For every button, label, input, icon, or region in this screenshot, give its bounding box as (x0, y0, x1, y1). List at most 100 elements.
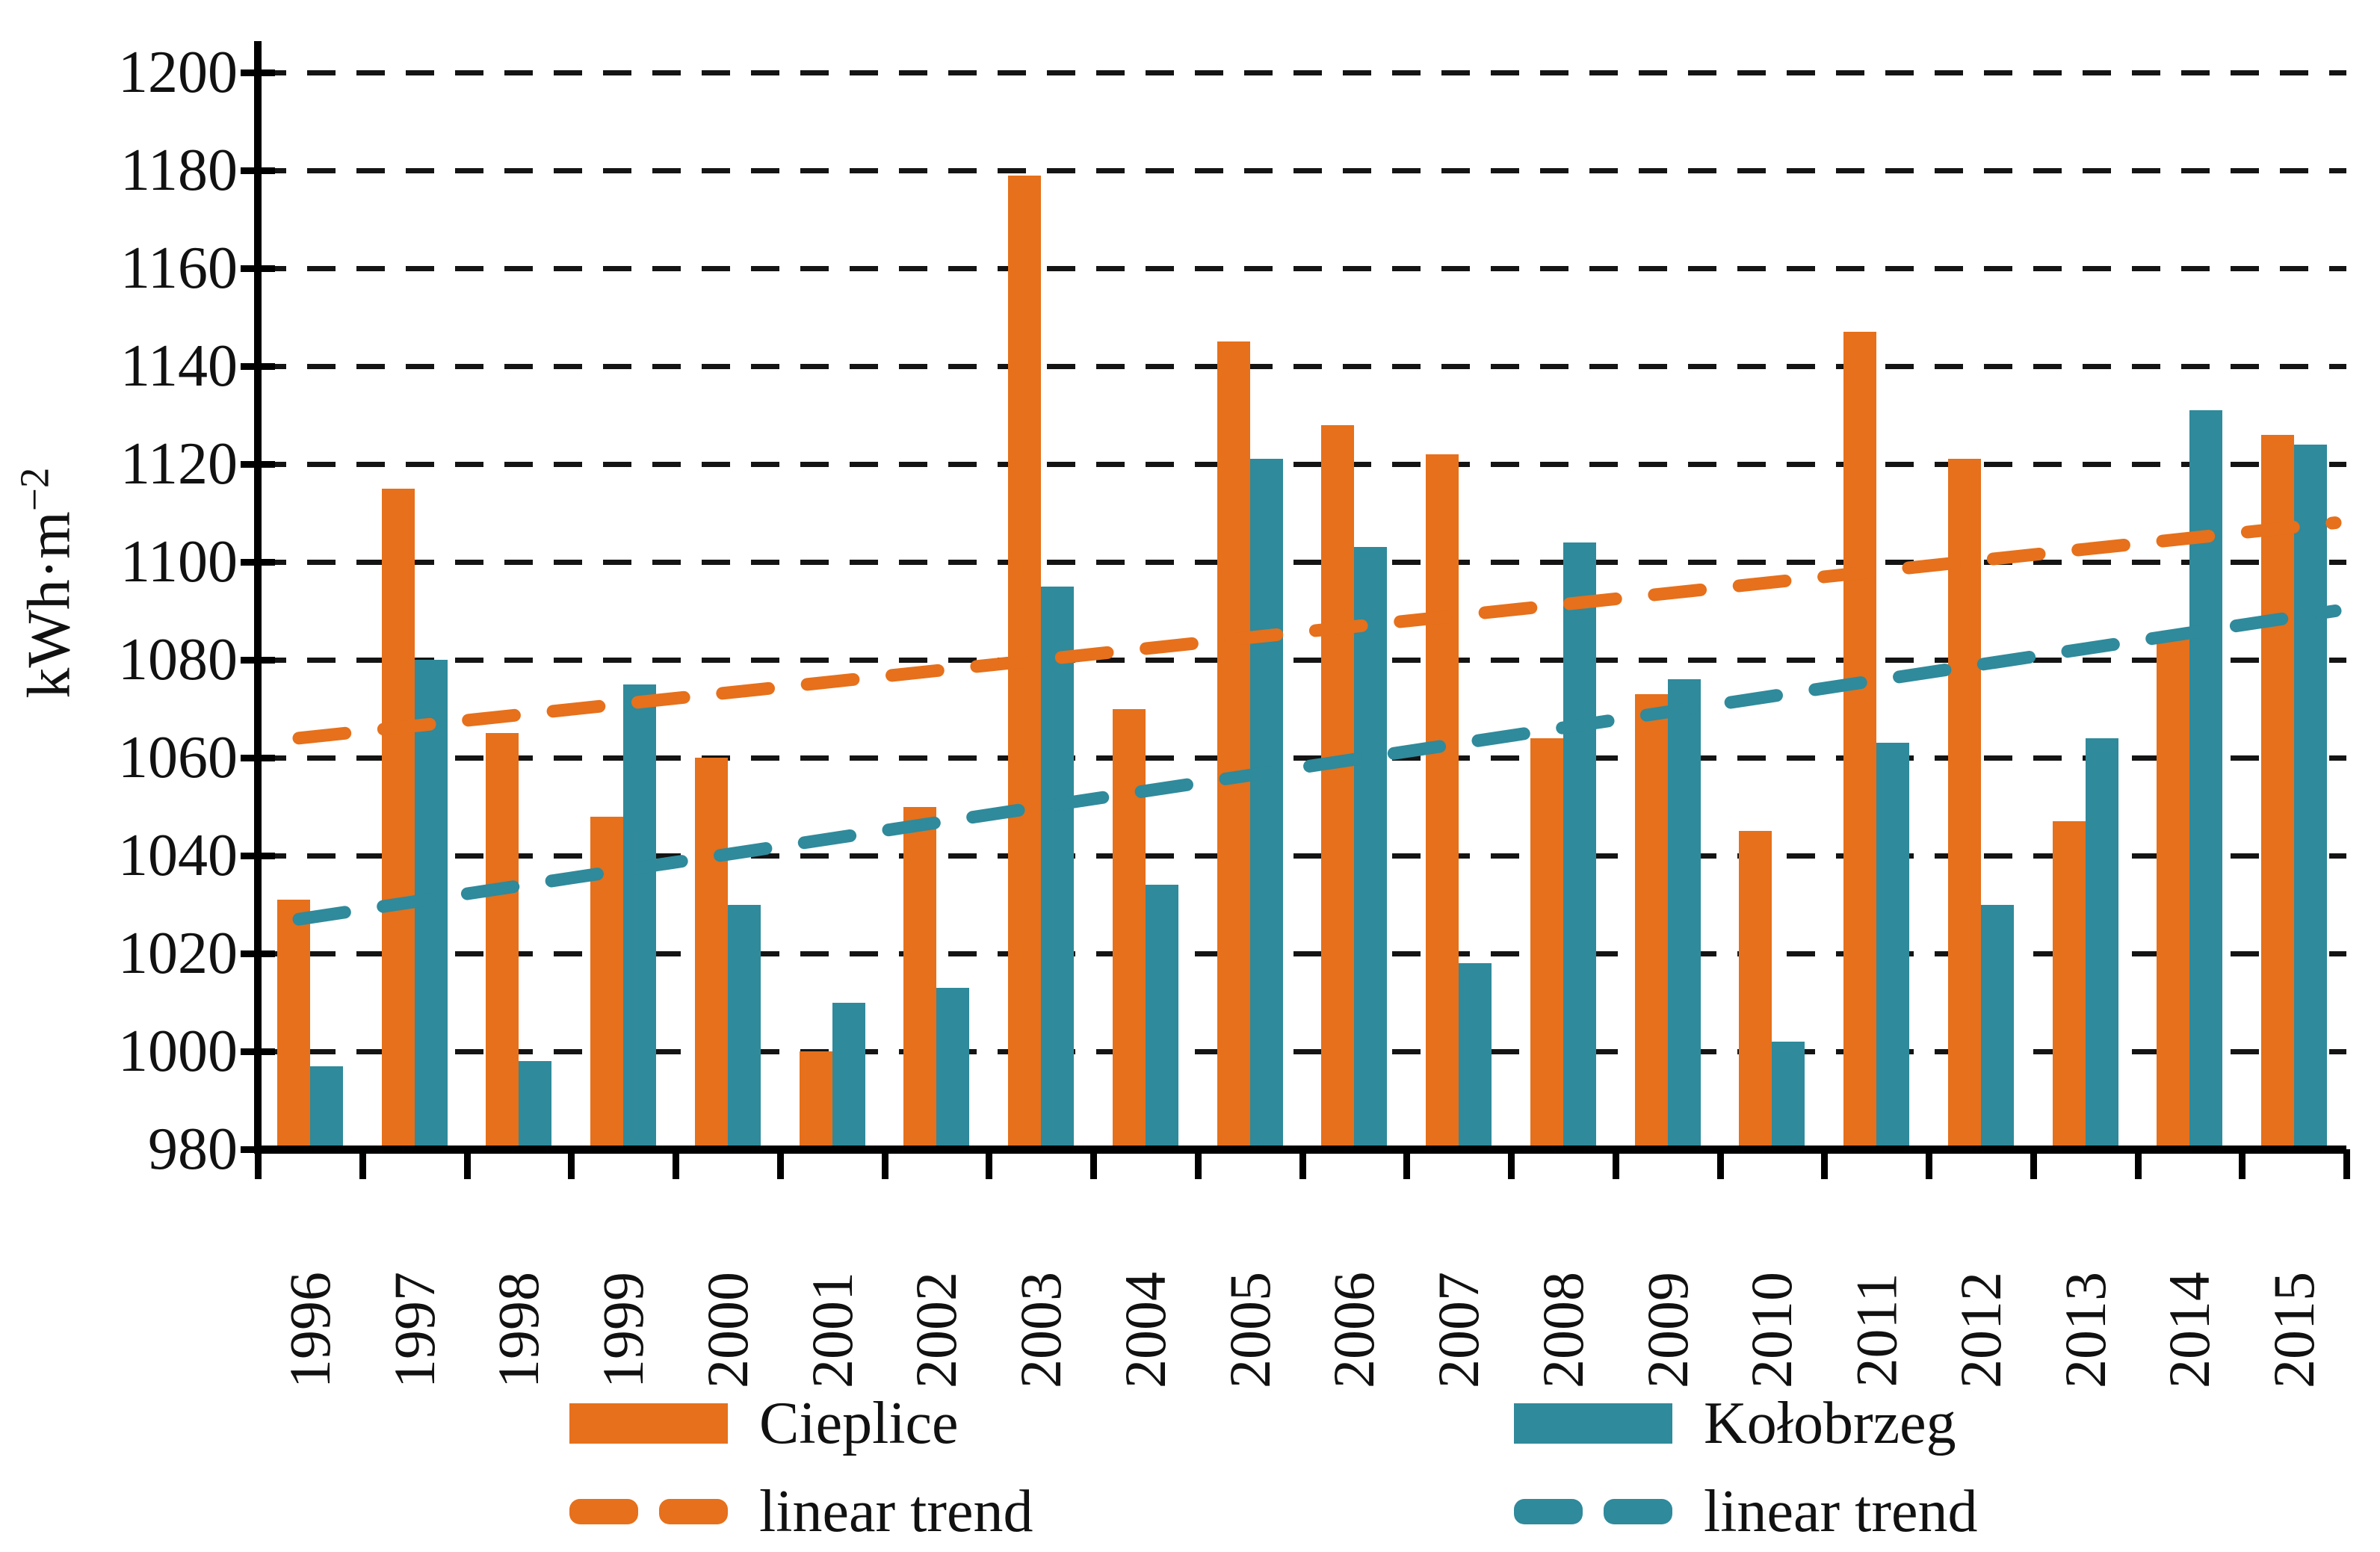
x-tick-text-2013: 2013 (2052, 1272, 2118, 1388)
bar-kołobrzeg-2002 (936, 987, 970, 1149)
bar-cieplice-2002 (903, 806, 937, 1149)
x-tick-text-2007: 2007 (1426, 1272, 1492, 1388)
x-tick-label-2009: 2009 (1616, 1188, 1720, 1397)
x-tick-label-2014: 2014 (2137, 1188, 2242, 1397)
bar-cieplice-2006 (1321, 424, 1355, 1149)
bar-kołobrzeg-2008 (1563, 542, 1596, 1149)
x-axis-tick-2 (463, 1149, 471, 1179)
x-tick-label-1997: 1997 (362, 1188, 467, 1397)
x-tick-label-2006: 2006 (1302, 1188, 1406, 1397)
bar-cieplice-2007 (1426, 454, 1459, 1149)
legend-item-linear-trend-1: linear trend (569, 1478, 1033, 1545)
y-tick-label-980: 980 (148, 1116, 238, 1182)
y-tick-label-1060: 1060 (118, 725, 238, 791)
x-tick-text-2004: 2004 (1112, 1272, 1178, 1388)
bar-kołobrzeg-1998 (519, 1061, 552, 1149)
gridline-1200 (258, 70, 2346, 75)
legend-swatch-solid (569, 1403, 728, 1444)
bar-cieplice-1997 (381, 488, 415, 1149)
bar-kołobrzeg-1999 (623, 684, 657, 1149)
x-tick-label-2003: 2003 (989, 1188, 1093, 1397)
x-axis-tick-14 (1716, 1149, 1724, 1179)
x-tick-label-2013: 2013 (2033, 1188, 2138, 1397)
y-tick-label-1120: 1120 (120, 431, 238, 497)
legend-dash (659, 1499, 728, 1524)
x-axis-tick-12 (1508, 1149, 1515, 1179)
bar-kołobrzeg-2011 (1876, 743, 1910, 1149)
y-axis-tick-1080 (241, 657, 275, 664)
bar-kołobrzeg-1996 (309, 1066, 343, 1149)
bar-kołobrzeg-2013 (2085, 738, 2118, 1149)
bar-kołobrzeg-2015 (2294, 444, 2328, 1149)
x-tick-text-2003: 2003 (1008, 1272, 1074, 1388)
x-tick-label-2011: 2011 (1824, 1188, 1929, 1397)
x-tick-text-1998: 1998 (486, 1272, 551, 1388)
gridline-1140 (258, 364, 2346, 369)
legend-dash (1514, 1499, 1583, 1524)
x-tick-text-1997: 1997 (381, 1272, 447, 1388)
gridline-1040 (258, 853, 2346, 859)
x-tick-label-2005: 2005 (1198, 1188, 1302, 1397)
x-tick-text-2001: 2001 (799, 1272, 865, 1388)
legend-dash (1604, 1499, 1672, 1524)
y-tick-label-1200: 1200 (118, 40, 238, 105)
bar-cieplice-2008 (1530, 738, 1563, 1149)
bar-cieplice-2005 (1217, 341, 1250, 1149)
x-tick-text-2005: 2005 (1217, 1272, 1282, 1388)
legend-swatch-dashed (1514, 1499, 1672, 1524)
y-tick-label-1020: 1020 (118, 921, 238, 986)
x-tick-label-2002: 2002 (884, 1188, 989, 1397)
x-axis-tick-9 (1194, 1149, 1202, 1179)
y-tick-label-1160: 1160 (120, 235, 238, 301)
y-axis-tick-1000 (241, 1048, 275, 1055)
x-tick-text-2012: 2012 (1947, 1272, 2013, 1388)
y-tick-label-1000: 1000 (118, 1018, 238, 1084)
trend-line-kołobrzeg (292, 605, 2342, 926)
bar-kołobrzeg-2010 (1772, 1041, 1805, 1149)
legend-dash (569, 1499, 638, 1524)
y-tick-label-1080: 1080 (118, 627, 238, 693)
x-tick-text-2008: 2008 (1530, 1272, 1595, 1388)
bar-kołobrzeg-2005 (1249, 459, 1283, 1149)
y-axis-unit-exponent: −2 (10, 467, 57, 512)
x-tick-text-1999: 1999 (590, 1272, 656, 1388)
bar-kołobrzeg-2001 (832, 1002, 865, 1149)
trend-line-cieplice (292, 516, 2342, 745)
gridline-1180 (258, 168, 2346, 173)
y-tick-label-1100: 1100 (120, 529, 238, 595)
legend-column-right: Kołobrzeg linear trend (1514, 1390, 1977, 1545)
y-axis-tick-1160 (241, 265, 275, 272)
y-tick-label-1180: 1180 (120, 137, 238, 203)
bar-kołobrzeg-2012 (1980, 904, 2014, 1149)
x-axis-tick-11 (1403, 1149, 1411, 1179)
x-tick-text-2002: 2002 (903, 1272, 969, 1388)
x-axis-tick-13 (1612, 1149, 1619, 1179)
y-axis-tick-1100 (241, 559, 275, 566)
bar-kołobrzeg-2003 (1041, 586, 1075, 1149)
x-tick-text-2006: 2006 (1321, 1272, 1387, 1388)
x-tick-text-2014: 2014 (2157, 1272, 2222, 1388)
x-axis-tick-7 (986, 1149, 993, 1179)
y-tick-label-1040: 1040 (118, 823, 238, 888)
x-axis-tick-1 (359, 1149, 366, 1179)
x-tick-label-2010: 2010 (1719, 1188, 1824, 1397)
legend-swatch-solid (1514, 1403, 1672, 1444)
x-axis-tick-4 (673, 1149, 679, 1179)
bar-cieplice-2009 (1634, 693, 1668, 1149)
bar-cieplice-2004 (1112, 708, 1146, 1149)
gridline-1060 (258, 755, 2346, 761)
bar-kołobrzeg-2000 (727, 904, 761, 1149)
x-axis-tick-5 (776, 1149, 784, 1179)
x-axis-tick-19 (2239, 1149, 2246, 1179)
legend-label: Cieplice (759, 1391, 959, 1456)
y-axis-tick-1120 (241, 461, 275, 468)
y-axis-tick-1180 (241, 167, 275, 174)
x-axis-tick-20 (2343, 1149, 2350, 1179)
bar-kołobrzeg-2007 (1459, 963, 1492, 1149)
bar-cieplice-2014 (2157, 635, 2190, 1149)
y-axis-tick-1140 (241, 363, 275, 370)
bar-cieplice-2011 (1843, 332, 1877, 1149)
x-tick-text-2000: 2000 (694, 1272, 760, 1388)
legend-label: linear trend (1704, 1479, 1978, 1545)
